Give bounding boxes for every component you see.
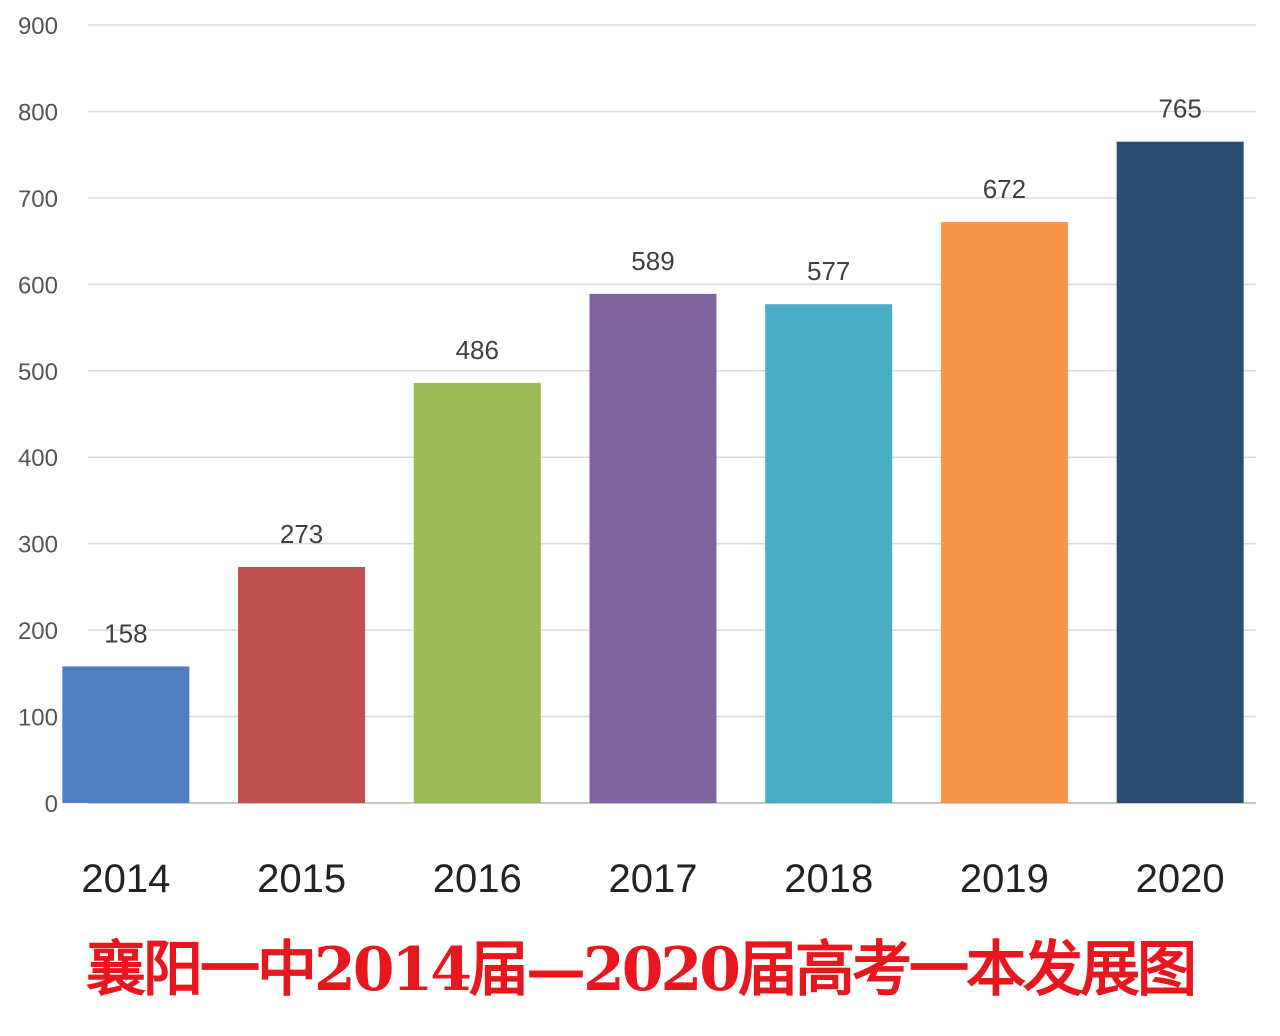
y-tick-label: 600 xyxy=(18,272,58,299)
data-label-2016: 486 xyxy=(456,335,499,365)
x-tick-label-2018: 2018 xyxy=(784,857,873,901)
y-tick-label: 300 xyxy=(18,532,58,559)
data-label-2019: 672 xyxy=(983,174,1026,204)
x-tick-label-2015: 2015 xyxy=(257,857,346,901)
y-tick-label: 500 xyxy=(18,359,58,386)
bar-2020 xyxy=(1116,141,1244,803)
chart-title: 襄阳一中2014届—2020届高考一本发展图 xyxy=(86,935,1194,1005)
x-tick-label-2017: 2017 xyxy=(609,857,698,901)
bar-2014 xyxy=(62,666,190,803)
x-tick-label-2016: 2016 xyxy=(433,857,522,901)
y-tick-label: 400 xyxy=(18,445,58,472)
data-label-2020: 765 xyxy=(1158,94,1201,124)
y-tick-label: 800 xyxy=(18,99,58,126)
bar-2015 xyxy=(238,567,366,803)
bar-2019 xyxy=(940,222,1068,804)
y-tick-label: 900 xyxy=(18,13,58,40)
x-tick-label-2020: 2020 xyxy=(1136,857,1225,901)
bar-2018 xyxy=(765,304,893,803)
y-tick-label: 700 xyxy=(18,186,58,213)
bar-2016 xyxy=(413,382,541,803)
data-label-2017: 589 xyxy=(631,246,674,276)
data-labels: 158 273 486 589 577 672 765 xyxy=(104,94,1202,649)
data-label-2015: 273 xyxy=(280,519,323,549)
x-tick-label-2019: 2019 xyxy=(960,857,1049,901)
data-label-2018: 577 xyxy=(807,256,850,286)
x-axis-ticks: 2014 2015 2016 2017 2018 2019 2020 xyxy=(81,857,1224,901)
data-label-2014: 158 xyxy=(104,618,147,648)
y-tick-label: 100 xyxy=(18,705,58,732)
y-axis-ticks: 0 100 200 300 400 500 600 700 800 900 xyxy=(18,13,58,818)
x-tick-label-2014: 2014 xyxy=(81,857,170,901)
y-tick-label: 0 xyxy=(45,791,58,818)
y-tick-label: 200 xyxy=(18,618,58,645)
bars xyxy=(62,141,1244,804)
bar-2017 xyxy=(589,293,717,803)
